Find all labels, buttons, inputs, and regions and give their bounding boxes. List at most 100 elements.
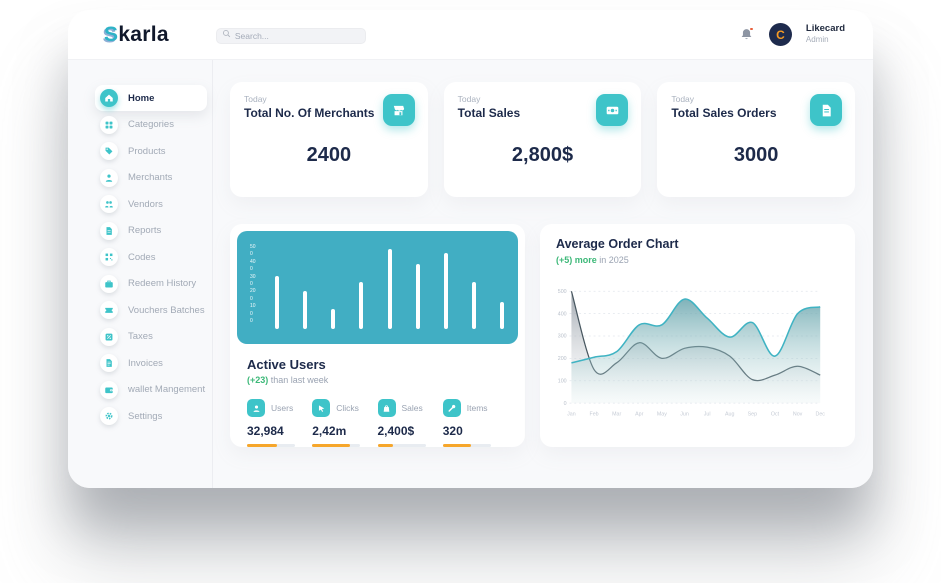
active-users-delta: (+23) (247, 375, 269, 385)
sidebar-item-merchants[interactable]: Merchants (95, 165, 207, 191)
vendors-icon (105, 201, 113, 208)
stat-value: 2,42m (312, 424, 347, 438)
sidebar-item-home[interactable]: Home (95, 85, 207, 111)
invoices-icon (106, 359, 112, 367)
stat-label: Clicks (336, 403, 359, 413)
sidebar-item-label: wallet Mangement (128, 384, 206, 395)
notifications-button[interactable] (739, 26, 755, 43)
bar (275, 276, 279, 329)
sidebar-item-settings[interactable]: Settings (95, 403, 207, 429)
sidebar-item-icon-bubble (100, 407, 118, 425)
sidebar-item-invoices[interactable]: Invoices (95, 350, 207, 376)
wallet-icon (105, 387, 113, 393)
search-icon (222, 29, 231, 37)
home-icon (105, 94, 113, 102)
svg-text:200: 200 (558, 356, 567, 362)
sidebar-item-reports[interactable]: Reports (95, 218, 207, 244)
bell-icon (741, 28, 752, 39)
taxes-icon (105, 333, 113, 340)
svg-text:May: May (657, 412, 667, 418)
svg-text:500: 500 (558, 289, 567, 295)
user-name: Likecard (805, 23, 845, 35)
sidebar-item-taxes[interactable]: Taxes (95, 324, 207, 350)
average-order-delta-suffix: in 2025 (596, 255, 629, 265)
header-actions: C Likecard Admin (739, 23, 845, 46)
active-users-bar-chart: 50 0 40 0 30 0 20 0 10 0 0 (237, 231, 518, 344)
stat-progress-track (442, 444, 491, 447)
avatar[interactable]: C (768, 23, 792, 46)
sidebar-item-icon-bubble (100, 115, 118, 134)
sidebar-item-label: Reports (128, 225, 162, 236)
bar (443, 253, 448, 329)
svg-text:Aug: Aug (725, 412, 734, 418)
stat-users: Users 32,984 (247, 399, 312, 447)
sidebar-item-codes[interactable]: Codes (95, 244, 207, 270)
card-period: Today (244, 94, 267, 104)
average-order-area-chart: 500 400 300 200 100 0 Jan Feb Mar Apr May Jun Jul Au… (558, 289, 826, 418)
stat-icon-badge (312, 399, 331, 417)
active-users-subtitle: (+23) than last week (247, 375, 518, 385)
users-icon (253, 404, 259, 412)
svg-text:Jan: Jan (567, 412, 576, 418)
stat-icon-badge (442, 399, 461, 417)
summary-cards-row: Today Total No. Of Merchants 2400 Today Tota… (230, 82, 856, 197)
sidebar-item-label: Invoices (128, 357, 163, 369)
sidebar-item-products[interactable]: Products (95, 138, 207, 164)
svg-text:Jul: Jul (704, 412, 711, 418)
bar (303, 291, 308, 329)
stat-label: Users (271, 403, 294, 413)
stat-icon-badge (377, 399, 396, 417)
svg-text:400: 400 (558, 311, 567, 317)
card-value: 3000 (733, 144, 779, 166)
stat-items: Items 320 (442, 399, 508, 447)
sidebar-item-label: Redeem History (128, 278, 197, 289)
bar (387, 249, 392, 329)
stat-value: 2,400$ (377, 424, 415, 438)
summary-card-total-sales: Today Total Sales 2,800$ (443, 82, 642, 197)
notification-dot (749, 26, 754, 31)
logo-rest: karla (118, 22, 169, 46)
settings-icon (105, 412, 113, 420)
sidebar-item-vendors[interactable]: Vendors (95, 191, 207, 217)
bar (331, 309, 336, 329)
card-value: 2400 (306, 144, 352, 166)
sidebar-item-icon-bubble (100, 195, 118, 213)
card-title: Total Sales Orders (671, 106, 777, 120)
svg-text:Sep: Sep (748, 412, 757, 418)
search-bar (215, 26, 366, 44)
search-input[interactable] (215, 27, 366, 44)
categories-icon (105, 121, 113, 128)
stat-sales: Sales 2,400$ (377, 399, 443, 447)
sidebar-item-label: Taxes (128, 331, 153, 342)
svg-text:300: 300 (558, 334, 567, 340)
user-info[interactable]: Likecard Admin (805, 23, 845, 45)
card-title: Total Sales (457, 106, 521, 120)
card-icon-badge (810, 94, 843, 126)
stat-label: Items (466, 403, 488, 413)
svg-text:Oct: Oct (771, 412, 780, 418)
card-title: Total No. Of Merchants (244, 106, 375, 120)
stat-progress-fill (247, 444, 277, 447)
sidebar-item-icon-bubble (100, 354, 118, 372)
sales-icon (383, 404, 390, 412)
sidebar-item-label: Home (128, 92, 155, 104)
bar (471, 282, 476, 329)
bar (415, 264, 420, 329)
sidebar-item-categories[interactable]: Categories (95, 112, 207, 138)
sidebar-item-redeem-history[interactable]: Redeem History (95, 271, 207, 297)
sidebar-item-label: Settings (128, 410, 163, 422)
active-users-panel: 50 0 40 0 30 0 20 0 10 0 0 Active Users (+23) than… (230, 224, 525, 447)
merchants-icon (105, 174, 113, 182)
sidebar-item-label: Merchants (128, 172, 173, 183)
money-icon (606, 106, 619, 114)
svg-text:Apr: Apr (635, 412, 643, 418)
stat-progress-fill (442, 444, 471, 447)
stat-icon-badge (247, 399, 265, 417)
card-period: Today (457, 94, 481, 104)
sidebar-item-label: Products (128, 145, 166, 157)
average-order-title: Average Order Chart (556, 237, 679, 251)
summary-card-total-sales-orders: Today Total Sales Orders 3000 (657, 82, 856, 197)
sidebar-item-vouchers-batches[interactable]: Vouchers Batches (95, 297, 207, 323)
sidebar-item-wallet-mangement[interactable]: wallet Mangement (95, 377, 207, 403)
reports-icon (106, 226, 112, 235)
